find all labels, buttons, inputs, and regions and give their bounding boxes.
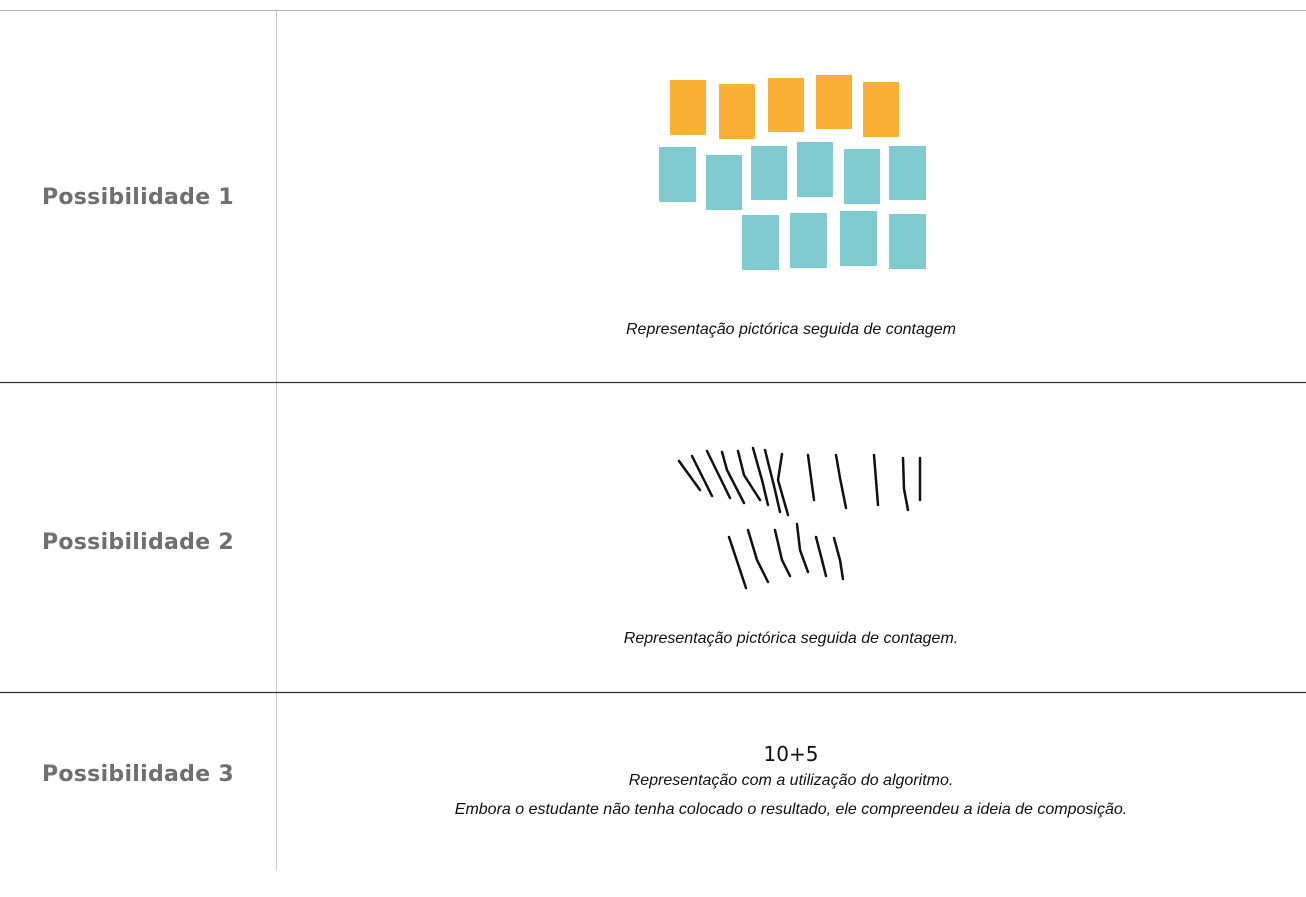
pictorial-blocks <box>659 142 926 270</box>
caption: Representação pictórica seguida de conta… <box>623 630 959 647</box>
pictorial-blocks <box>670 75 899 139</box>
row-label: Possibilidade 1 <box>41 185 235 210</box>
caption: Representação pictórica seguida de conta… <box>626 321 956 338</box>
tally-marks <box>677 446 922 590</box>
caption: Representação com a utilização do algori… <box>628 772 954 789</box>
row-label: Possibilidade 3 <box>41 762 235 787</box>
caption: Embora o estudante não tenha colocado o … <box>454 801 1128 818</box>
row-label: Possibilidade 2 <box>41 530 235 555</box>
expression: 10+5 <box>763 742 819 766</box>
